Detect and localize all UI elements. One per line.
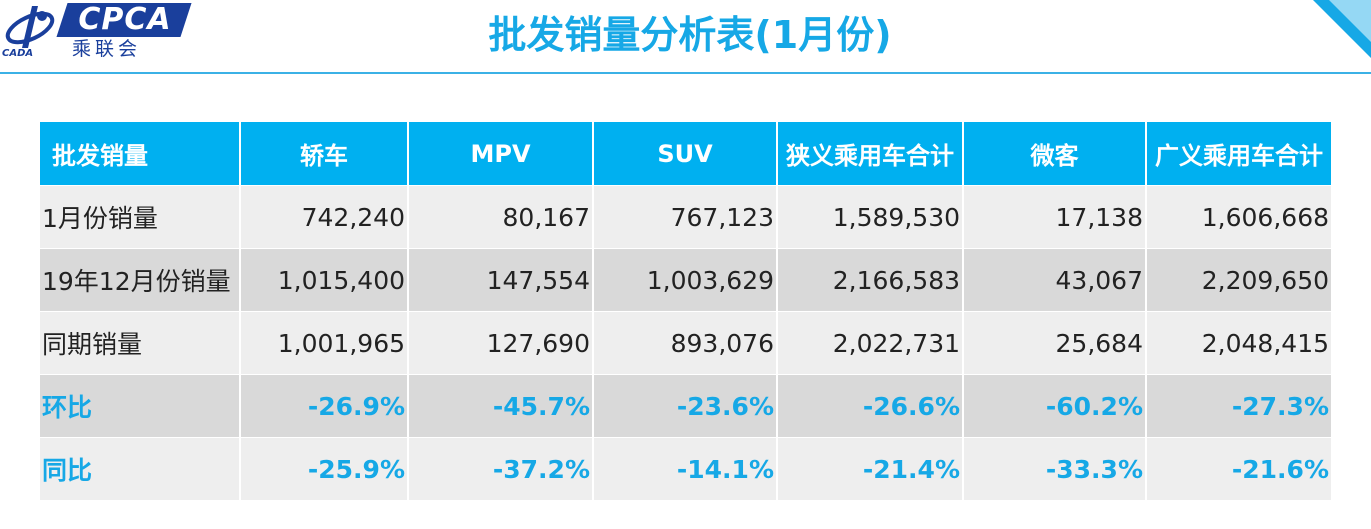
- cell-value: 80,167: [409, 185, 594, 248]
- cell-value: 893,076: [594, 311, 778, 374]
- row-label: 1月份销量: [40, 185, 241, 248]
- cell-value: 742,240: [241, 185, 409, 248]
- cell-value: 43,067: [964, 248, 1147, 311]
- table-row: 同期销量 1,001,965 127,690 893,076 2,022,731…: [40, 311, 1331, 374]
- header-suv: SUV: [594, 122, 778, 185]
- cell-value: 2,166,583: [778, 248, 964, 311]
- header-wholesale: 批发销量: [40, 122, 241, 185]
- cell-value: 17,138: [964, 185, 1147, 248]
- cell-value: -21.6%: [1147, 437, 1331, 500]
- cell-value: 127,690: [409, 311, 594, 374]
- table-row: 19年12月份销量 1,015,400 147,554 1,003,629 2,…: [40, 248, 1331, 311]
- cell-value: -26.9%: [241, 374, 409, 437]
- cell-value: 767,123: [594, 185, 778, 248]
- table-header-row: 批发销量 轿车 MPV SUV 狭义乘用车合计 微客 广义乘用车合计: [40, 122, 1331, 185]
- logo-brand-text: CPCA: [78, 2, 172, 37]
- cell-value: 25,684: [964, 311, 1147, 374]
- cpca-emblem-icon: [5, 6, 55, 48]
- cell-value: 1,015,400: [241, 248, 409, 311]
- corner-decoration-icon: [1313, 0, 1371, 58]
- logo-chinese-name: 乘联会: [72, 38, 142, 60]
- cell-value: -26.6%: [778, 374, 964, 437]
- header-mpv: MPV: [409, 122, 594, 185]
- cell-value: 1,003,629: [594, 248, 778, 311]
- cell-value: -37.2%: [409, 437, 594, 500]
- table-row: 同比 -25.9% -37.2% -14.1% -21.4% -33.3% -2…: [40, 437, 1331, 500]
- logo-sub-text: CADA: [2, 48, 34, 59]
- cell-value: -25.9%: [241, 437, 409, 500]
- cell-value: -45.7%: [409, 374, 594, 437]
- cell-value: 1,001,965: [241, 311, 409, 374]
- cell-value: -14.1%: [594, 437, 778, 500]
- cell-value: -21.4%: [778, 437, 964, 500]
- cell-value: 2,209,650: [1147, 248, 1331, 311]
- cell-value: 1,589,530: [778, 185, 964, 248]
- row-label: 同期销量: [40, 311, 241, 374]
- cell-value: 147,554: [409, 248, 594, 311]
- title-divider: [0, 72, 1371, 74]
- cell-value: -27.3%: [1147, 374, 1331, 437]
- row-label: 同比: [40, 437, 241, 500]
- header-sedan: 轿车: [241, 122, 409, 185]
- cell-value: 2,048,415: [1147, 311, 1331, 374]
- cell-value: 1,606,668: [1147, 185, 1331, 248]
- header-minivan: 微客: [964, 122, 1147, 185]
- cell-value: -33.3%: [964, 437, 1147, 500]
- cell-value: -23.6%: [594, 374, 778, 437]
- row-label: 19年12月份销量: [40, 248, 241, 311]
- table-row: 1月份销量 742,240 80,167 767,123 1,589,530 1…: [40, 185, 1331, 248]
- row-label: 环比: [40, 374, 241, 437]
- wholesale-sales-table: 批发销量 轿车 MPV SUV 狭义乘用车合计 微客 广义乘用车合计 1月份销量…: [40, 122, 1331, 500]
- page-title: 批发销量分析表(1月份): [488, 13, 892, 57]
- cell-value: -60.2%: [964, 374, 1147, 437]
- cell-value: 2,022,731: [778, 311, 964, 374]
- table-row: 环比 -26.9% -45.7% -23.6% -26.6% -60.2% -2…: [40, 374, 1331, 437]
- cpca-logo: CPCA 乘联会 CADA: [0, 0, 200, 62]
- header-narrow-total: 狭义乘用车合计: [778, 122, 964, 185]
- header-broad-total: 广义乘用车合计: [1147, 122, 1331, 185]
